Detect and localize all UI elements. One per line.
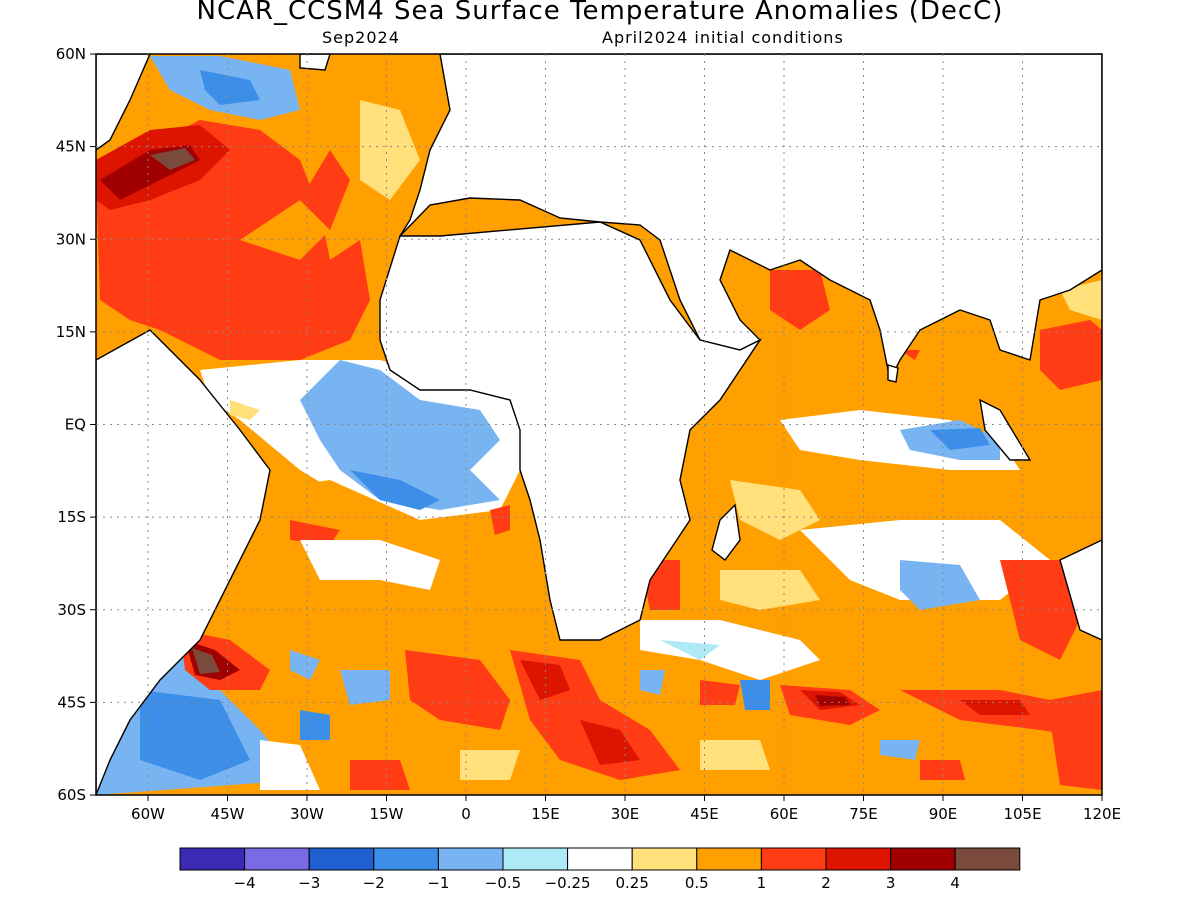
axis-ticks: 60N 45N 30N 15N EQ 15S 30S 45S 60S 60W 45W 30W 15W 0 1… (56, 45, 1121, 823)
forecast-month: Sep2024 (322, 28, 400, 47)
lat-tick-label: 15S (57, 508, 86, 526)
south-america-land (96, 329, 271, 795)
australia-land (1059, 539, 1102, 641)
colorbar-label: −4 (234, 874, 256, 892)
colorbar-label: −0.25 (545, 874, 591, 892)
lat-tick-label: 60S (57, 786, 86, 804)
colorbar-label: 3 (886, 874, 896, 892)
lon-tick-label: 0 (461, 805, 471, 823)
colorbar-label: 2 (821, 874, 831, 892)
lon-tick-label: 105E (1003, 805, 1041, 823)
gridlines (96, 54, 1102, 795)
lat-tick-label: 45S (57, 693, 86, 711)
lat-tick-label: 60N (56, 45, 86, 63)
colorbar-swatch (373, 847, 439, 871)
colorbar: −4 −3 −2 −1 −0.5 −0.25 0.25 0.5 1 2 3 4 (179, 847, 1021, 892)
lon-tick-label: 15E (531, 805, 560, 823)
north-america-land (96, 54, 151, 151)
lon-tick-label: 15W (370, 805, 404, 823)
lat-tick-label: 30S (57, 601, 86, 619)
lat-tick-label: 30N (56, 230, 86, 248)
colorbar-label: 0.5 (685, 874, 709, 892)
lat-tick-label: EQ (65, 416, 86, 434)
madagascar-land (711, 503, 741, 561)
lon-tick-label: 75E (849, 805, 878, 823)
colorbar-swatch (696, 847, 762, 871)
colorbar-swatch (567, 847, 633, 871)
land-masses (96, 54, 1102, 795)
iceland-land (299, 54, 331, 71)
sri-lanka-land (887, 364, 899, 383)
colorbar-label: 1 (757, 874, 767, 892)
colorbar-label: 4 (950, 874, 960, 892)
colorbar-swatch (502, 847, 569, 871)
colorbar-label: −1 (427, 874, 449, 892)
lat-tick-label: 15N (56, 323, 86, 341)
colorbar-swatch (437, 847, 504, 871)
sumatra-land (979, 398, 1032, 461)
lon-tick-label: 45E (690, 805, 719, 823)
lon-tick-label: 45W (211, 805, 245, 823)
lon-tick-label: 30E (611, 805, 640, 823)
africa-south-land (379, 221, 763, 641)
init-conditions: April2024 initial conditions (602, 28, 844, 47)
colorbar-swatch (308, 847, 375, 871)
colorbar-swatch (631, 847, 698, 871)
colorbar-swatch (760, 847, 827, 871)
colorbar-swatch (179, 847, 246, 871)
lon-tick-label: 60W (131, 805, 165, 823)
map-title: NCAR_CCSM4 Sea Surface Temperature Anoma… (196, 0, 1004, 26)
colorbar-swatch (954, 847, 1021, 871)
colorbar-swatch (825, 847, 892, 871)
lon-tick-label: 60E (770, 805, 799, 823)
colorbar-swatch (244, 847, 310, 871)
colorbar-swatch (890, 847, 956, 871)
colorbar-label: −2 (363, 874, 385, 892)
lon-tick-label: 120E (1083, 805, 1121, 823)
colorbar-label: 0.25 (615, 874, 648, 892)
colorbar-label: −3 (298, 874, 320, 892)
colorbar-label: −0.5 (485, 874, 521, 892)
lon-tick-label: 30W (290, 805, 324, 823)
lat-tick-label: 45N (56, 138, 86, 156)
africa-eurasia-land (399, 54, 1102, 383)
lon-tick-label: 90E (929, 805, 958, 823)
